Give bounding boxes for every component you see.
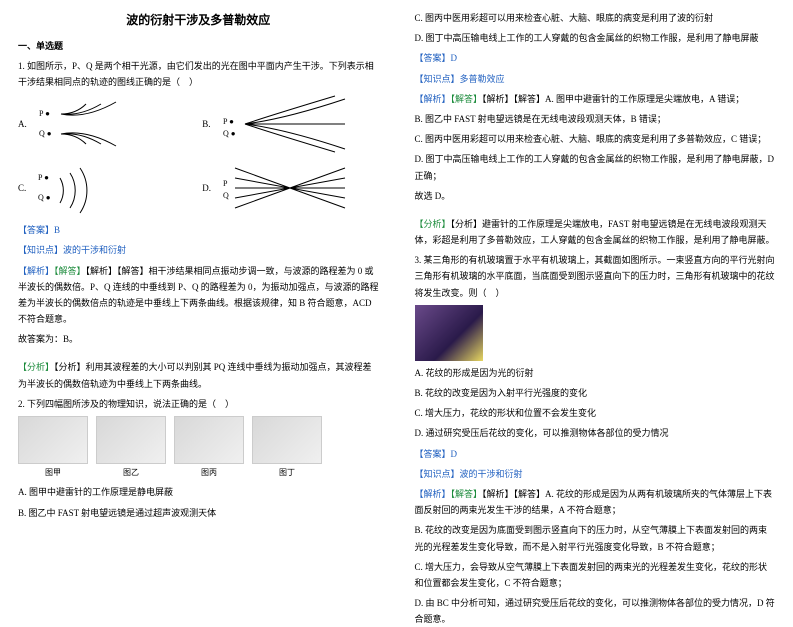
wave-diagram-d-icon: P Q: [215, 158, 355, 218]
q1-sol-label: 【解答】: [54, 266, 86, 276]
q1-analysis: 【分析】【分析】利用其波程差的大小可以判别其 PQ 连线中垂线为振动加强点，其波…: [18, 359, 379, 391]
powerline-image-icon: [252, 416, 322, 464]
page-title: 波的衍射干涉及多普勒效应: [18, 10, 379, 32]
q3-exp-a: 【解析】【解答】【解析】【解答】A. 花纹的形成是因为从两有机玻璃所夹的气体薄层…: [415, 486, 776, 518]
q1-option-b: B. P ● Q ●: [202, 94, 378, 154]
q2-opt-c: C. 图丙中医用彩超可以用来检查心脏、大脑、眼底的病变是利用了波的衍射: [415, 10, 776, 26]
q2-knowledge: 【知识点】多普勒效应: [415, 71, 776, 87]
q2-images: 图甲 图乙 图丙 图丁: [18, 416, 379, 480]
spacer: [18, 351, 379, 359]
svg-text:P ●: P ●: [39, 109, 50, 118]
q1-answer: 【答案】B: [18, 222, 379, 238]
q1-label-c: C.: [18, 180, 26, 196]
wave-diagram-c-icon: P ● Q ●: [30, 158, 170, 218]
q2-cap-d: 图丁: [279, 466, 295, 480]
telescope-image-icon: [96, 416, 166, 464]
q3-exp-d: D. 由 BC 中分析可知，通过研究受压后花纹的变化，可以推测物体各部位的受力情…: [415, 595, 776, 627]
q1-label-b: B.: [202, 116, 210, 132]
q1-stem: 1. 如图所示，P、Q 是两个相干光源，由它们发出的光在图中平面内产生干涉。下列…: [18, 58, 379, 90]
q1-option-c: C. P ● Q ●: [18, 158, 194, 218]
svg-text:Q ●: Q ●: [39, 129, 52, 138]
svg-text:P: P: [223, 179, 228, 188]
q1-option-a: A. P ● Q ●: [18, 94, 194, 154]
q2-ana-text: 【分析】避雷针的工作原理是尖端放电，FAST 射电望远镜是在无线电波段观测天体，…: [415, 219, 775, 245]
q1-exp-end: 故答案为：B。: [18, 331, 379, 347]
svg-text:Q: Q: [223, 191, 229, 200]
q2-exp-a-text: 【解析】【解答】A. 图甲中避雷针的工作原理是尖端放电，A 错误；: [482, 94, 744, 104]
q2-ana-label: 【分析】: [415, 219, 451, 229]
q1-knowledge: 【知识点】波的干涉和衍射: [18, 242, 379, 258]
q2-analysis: 【分析】【分析】避雷针的工作原理是尖端放电，FAST 射电望远镜是在无线电波段观…: [415, 216, 776, 248]
q2-exp-b: B. 图乙中 FAST 射电望远镜是在无线电波段观测天体，B 错误；: [415, 111, 776, 127]
q2-opt-d: D. 图丁中高压输电线上工作的工人穿戴的包含金属丝的织物工作服，是利用了静电屏蔽: [415, 30, 776, 46]
q2-exp-d: D. 图丁中高压输电线上工作的工人穿戴的包含金属丝的织物工作服，是利用了静电屏蔽…: [415, 151, 776, 183]
q3-opt-a: A. 花纹的形成是因为光的衍射: [415, 365, 776, 381]
q2-exp-end: 故选 D。: [415, 188, 776, 204]
svg-text:Q ●: Q ●: [223, 129, 236, 138]
wave-diagram-b-icon: P ● Q ●: [215, 94, 355, 154]
q1-label-a: A.: [18, 116, 27, 132]
q3-stem: 3. 某三角形的有机玻璃置于水平有机玻璃上，其截面如图所示。一束竖直方向的平行光…: [415, 252, 776, 301]
q2-cap-a: 图甲: [45, 466, 61, 480]
prism-image-icon: [415, 305, 483, 361]
wave-diagram-a-icon: P ● Q ●: [31, 94, 171, 154]
q1-ana-label: 【分析】: [18, 362, 54, 372]
q2-cap-c: 图丙: [201, 466, 217, 480]
q2-img-c: 图丙: [174, 416, 244, 480]
q3-exp-b: B. 花纹的改变是因为底面受到图示竖直向下的压力时，从空气薄膜上下表面发射回的两…: [415, 522, 776, 554]
tower-image-icon: [18, 416, 88, 464]
q3-opt-c: C. 增大压力，花纹的形状和位置不会发生变化: [415, 405, 776, 421]
q2-exp-c: C. 图丙中医用彩超可以用来检查心脏、大脑、眼底的病变是利用了多普勒效应，C 错…: [415, 131, 776, 147]
q1-options-row-2: C. P ● Q ● D. P Q: [18, 158, 379, 218]
q3-answer: 【答案】D: [415, 446, 776, 462]
q2-opt-b: B. 图乙中 FAST 射电望远镜是通过超声波观测天体: [18, 505, 379, 521]
svg-text:P ●: P ●: [223, 117, 234, 126]
left-column: 波的衍射干涉及多普勒效应 一、单选题 1. 如图所示，P、Q 是两个相干光源，由…: [0, 0, 397, 561]
q2-img-b: 图乙: [96, 416, 166, 480]
q3-opt-b: B. 花纹的改变是因为入射平行光强度的变化: [415, 385, 776, 401]
q3-knowledge: 【知识点】波的干涉和衍射: [415, 466, 776, 482]
q3-exp-label: 【解析】: [415, 489, 451, 499]
q1-label-d: D.: [202, 180, 211, 196]
q2-opt-a: A. 图甲中避雷针的工作原理是静电屏蔽: [18, 484, 379, 500]
svg-text:P ●: P ●: [38, 173, 49, 182]
spacer-2: [415, 208, 776, 216]
q1-ana-text: 【分析】利用其波程差的大小可以判别其 PQ 连线中垂线为振动加强点，其波程差为半…: [18, 362, 372, 388]
q2-exp-a: 【解析】【解答】【解析】【解答】A. 图甲中避雷针的工作原理是尖端放电，A 错误…: [415, 91, 776, 107]
q1-option-d: D. P Q: [202, 158, 378, 218]
q2-answer: 【答案】D: [415, 50, 776, 66]
q2-img-a: 图甲: [18, 416, 88, 480]
q2-stem: 2. 下列四幅图所涉及的物理知识，说法正确的是（ ）: [18, 396, 379, 412]
q1-options-row-1: A. P ● Q ● B. P ● Q ●: [18, 94, 379, 154]
q2-img-d: 图丁: [252, 416, 322, 480]
q3-sol-label: 【解答】: [451, 489, 483, 499]
q3-exp-c: C. 增大压力，会导致从空气薄膜上下表面发射回的两束光的光程差发生变化，花纹的形…: [415, 559, 776, 591]
right-column: C. 图丙中医用彩超可以用来检查心脏、大脑、眼底的病变是利用了波的衍射 D. 图…: [397, 0, 793, 561]
q2-exp-label: 【解析】: [415, 94, 451, 104]
q3-opt-d: D. 通过研究受压后花纹的变化，可以推测物体各部位的受力情况: [415, 425, 776, 441]
q2-cap-b: 图乙: [123, 466, 139, 480]
svg-text:Q ●: Q ●: [38, 193, 51, 202]
section-heading: 一、单选题: [18, 38, 379, 54]
q1-exp-label: 【解析】: [18, 266, 54, 276]
ultrasound-image-icon: [174, 416, 244, 464]
q2-sol-label: 【解答】: [451, 94, 483, 104]
q1-explain: 【解析】【解答】【解析】【解答】相干涉结果相同点振动步调一致，与波源的路程差为 …: [18, 263, 379, 328]
